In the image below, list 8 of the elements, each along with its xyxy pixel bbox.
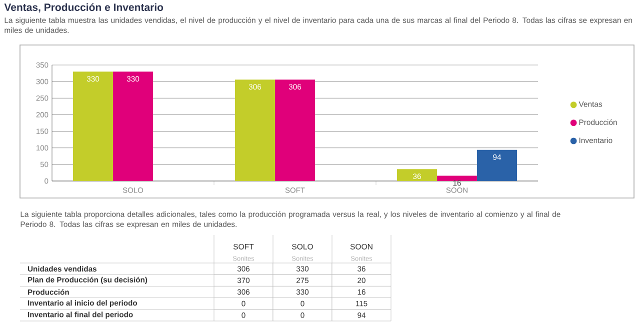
- bar: [437, 176, 478, 181]
- chart-title: Ventas, Producción e Inventario: [4, 3, 164, 13]
- bar: [275, 80, 315, 181]
- bar: [235, 80, 276, 181]
- bar: [397, 169, 438, 181]
- bar: [477, 150, 518, 181]
- bar: [113, 72, 153, 181]
- bar: [73, 72, 113, 181]
